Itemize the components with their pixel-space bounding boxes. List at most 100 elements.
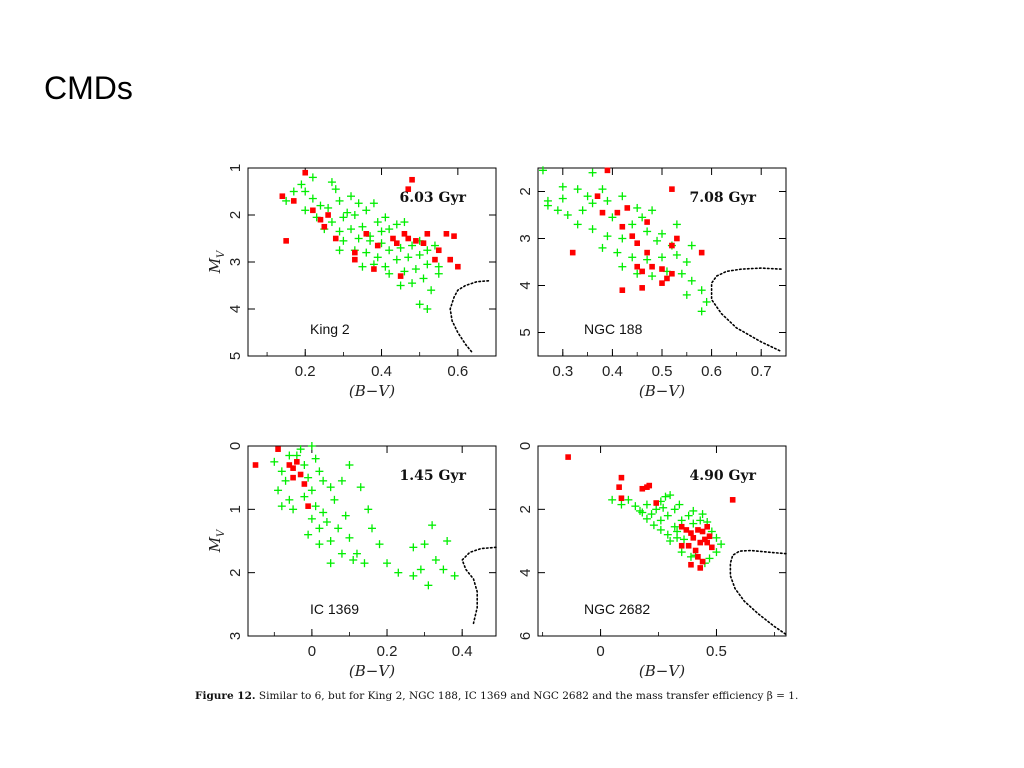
model-point — [396, 281, 405, 290]
model-point — [656, 525, 665, 534]
model-point — [373, 218, 382, 227]
model-point — [409, 543, 418, 552]
observed-point — [619, 223, 626, 230]
model-point — [362, 206, 371, 215]
x-tick-label: 0 — [596, 643, 604, 660]
y-tick-label: 2 — [227, 211, 244, 219]
isochrone-line — [461, 546, 497, 625]
model-point — [375, 540, 384, 549]
model-point — [300, 461, 309, 469]
isochrone-line — [710, 267, 782, 353]
model-point — [613, 248, 622, 257]
model-point — [677, 269, 686, 278]
observed-point — [310, 207, 316, 214]
observed-point — [699, 558, 706, 565]
observed-point — [371, 266, 377, 272]
observed-point — [704, 539, 710, 546]
model-point — [680, 535, 689, 544]
model-point — [377, 227, 386, 236]
model-point — [307, 486, 316, 495]
model-point — [543, 196, 552, 205]
x-tick-label: 0.5 — [706, 643, 727, 660]
model-point — [341, 511, 350, 520]
y-tick-label: 5 — [227, 352, 244, 360]
model-point — [573, 220, 582, 229]
observed-point — [455, 263, 461, 270]
model-point — [659, 503, 668, 512]
model-point — [274, 486, 283, 495]
observed-point — [729, 497, 736, 503]
cluster-name: IC 1369 — [310, 601, 359, 617]
model-point — [648, 272, 657, 281]
model-point — [423, 246, 432, 255]
observed-point — [424, 231, 431, 237]
y-tick-label: 2 — [517, 187, 534, 195]
observed-point — [290, 465, 296, 471]
model-point — [558, 182, 567, 191]
model-point — [684, 511, 693, 520]
observed-point — [451, 233, 457, 239]
model-point — [330, 495, 339, 504]
model-point — [717, 540, 726, 549]
model-point — [608, 213, 617, 222]
x-tick-label: 0.2 — [377, 643, 398, 660]
model-point — [400, 218, 409, 227]
model-point — [315, 524, 324, 533]
model-point — [431, 556, 440, 564]
observed-point — [409, 176, 415, 183]
observed-point — [599, 209, 606, 216]
observed-point — [690, 535, 697, 541]
model-point — [300, 492, 309, 501]
model-point — [617, 500, 626, 509]
model-point — [672, 220, 681, 229]
model-point — [385, 246, 394, 255]
x-tick-label: 0.5 — [652, 363, 673, 380]
observed-point — [286, 462, 293, 468]
y-tick-label: 1 — [227, 164, 244, 172]
model-point — [696, 516, 705, 525]
model-point — [434, 269, 443, 278]
model-point — [326, 537, 335, 545]
observed-point — [692, 547, 699, 554]
observed-point — [624, 205, 631, 211]
model-point — [297, 180, 306, 189]
model-point — [553, 206, 562, 215]
observed-point — [275, 446, 281, 452]
model-point — [588, 225, 597, 234]
model-point — [335, 227, 344, 236]
model-point — [618, 262, 627, 271]
observed-point — [698, 249, 705, 256]
x-tick-label: 0 — [308, 643, 316, 660]
model-point — [368, 524, 376, 533]
observed-point — [695, 527, 701, 533]
observed-point — [616, 484, 622, 490]
cluster-name: NGC 2682 — [584, 601, 650, 617]
model-point — [296, 445, 305, 454]
model-point — [670, 505, 679, 514]
model-point — [687, 241, 696, 250]
model-point — [404, 253, 413, 262]
model-point — [335, 196, 344, 205]
observed-point — [435, 247, 442, 254]
observed-point — [290, 474, 296, 481]
model-point — [335, 246, 344, 255]
model-point — [289, 505, 298, 514]
model-point — [583, 192, 592, 201]
model-point — [308, 173, 317, 182]
model-point — [628, 253, 637, 262]
cluster-name: King 2 — [310, 321, 350, 337]
model-point — [698, 510, 707, 519]
model-point — [304, 530, 313, 539]
model-point — [385, 269, 394, 278]
model-point — [337, 549, 346, 558]
observed-point — [401, 231, 408, 237]
model-point — [420, 540, 429, 549]
y-tick-label: 4 — [517, 281, 534, 289]
model-point — [663, 530, 672, 539]
y-tick-label: 5 — [517, 328, 534, 336]
model-point — [588, 168, 597, 177]
model-point — [352, 549, 361, 558]
model-point — [675, 500, 684, 509]
y-tick-label: 3 — [517, 234, 534, 242]
